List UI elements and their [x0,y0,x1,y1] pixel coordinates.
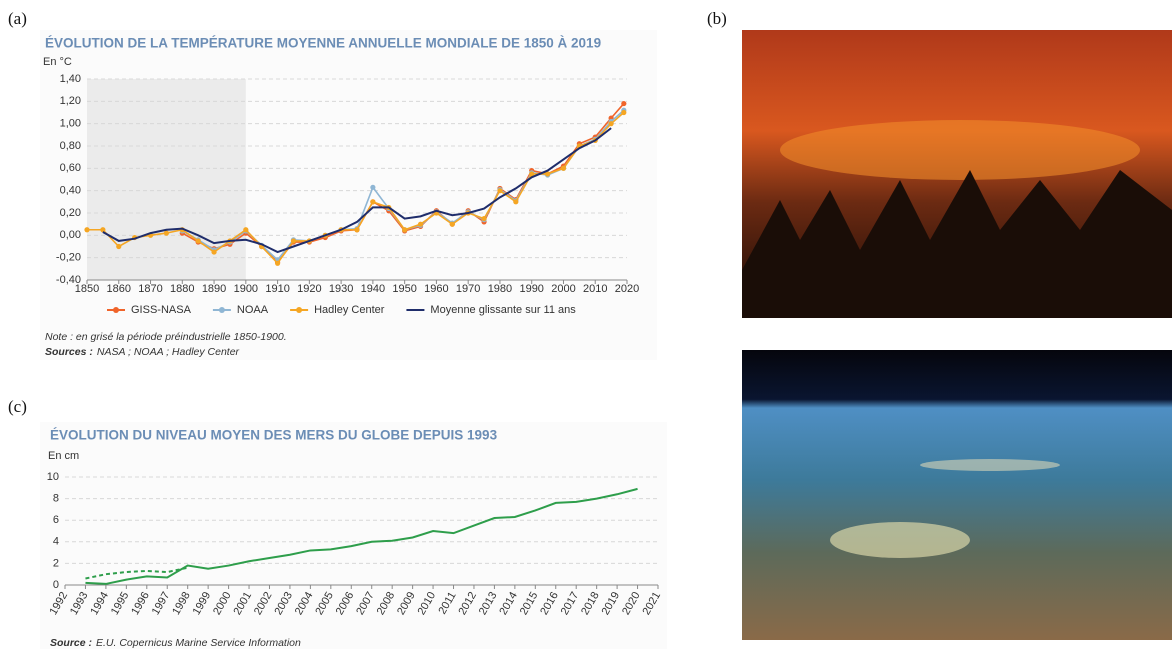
series-line [85,487,638,585]
x-tick-label: 2020 [615,283,639,295]
data-point [163,230,170,236]
x-tick-label: 1880 [170,283,194,295]
x-tick-label: 2000 [551,283,575,295]
data-point [513,199,519,205]
y-tick-label: 1,20 [60,95,81,107]
y-axis-unit: En °C [43,56,72,68]
series-line [85,566,188,580]
x-tick-label: 1850 [75,283,99,295]
panel-c-bg [40,422,667,649]
panel-label: (a) [8,9,27,28]
x-tick-label: 1910 [265,283,289,295]
legend-swatch-marker [218,307,225,313]
y-tick-label: 0,20 [60,207,81,219]
x-tick-label: 1940 [361,283,385,295]
y-axis-unit: En cm [48,450,79,462]
y-tick-label: 0 [53,579,59,591]
data-point [116,243,122,250]
legend-label: NOAA [237,304,269,316]
y-tick-label: -0,40 [56,274,81,286]
source-label: Sources : [45,346,93,358]
x-tick-label: 1980 [488,283,512,295]
data-point [608,121,614,127]
panel-label: (b) [707,9,727,28]
sources: E.U. Copernicus Marine Service Informati… [96,637,301,649]
legend-swatch-marker [296,307,303,313]
data-point [417,221,424,227]
legend-label: Hadley Center [314,304,385,316]
y-tick-label: 0,80 [60,140,81,152]
y-tick-label: 6 [53,514,59,526]
source-label: Source : [50,637,92,649]
data-point [274,260,281,266]
data-point [354,227,360,233]
x-tick-label: 1890 [202,283,226,295]
y-tick-label: 1,40 [60,73,81,85]
x-tick-label: 1990 [519,283,543,295]
y-tick-label: -0,20 [56,252,81,264]
chart-title: ÉVOLUTION DU NIVEAU MOYEN DES MERS DU GL… [50,428,498,443]
chart-title: ÉVOLUTION DE LA TEMPÉRATURE MOYENNE ANNU… [45,36,601,51]
legend-label: GISS-NASA [131,304,192,316]
y-tick-label: 0,00 [60,229,81,241]
data-point [529,171,535,177]
data-point [211,249,217,255]
x-tick-label: 1920 [297,283,321,295]
shaded-period [87,79,246,280]
photo-wildfire [742,30,1172,318]
legend-label: Moyenne glissante sur 11 ans [430,304,576,316]
y-tick-label: 10 [47,471,59,483]
data-point [481,215,487,222]
x-tick-label: 2010 [583,283,607,295]
data-point [290,238,297,244]
x-tick-label: 1970 [456,283,480,295]
y-tick-label: 8 [53,493,59,505]
x-tick-label: 1900 [234,283,258,295]
data-point [100,227,106,233]
data-point [544,171,551,177]
y-tick-label: 4 [53,536,59,548]
data-point [621,109,627,116]
series-line [102,127,612,254]
photo-earth [742,350,1172,640]
data-point [370,184,376,190]
data-point [195,238,201,244]
x-tick-label: 1870 [138,283,162,295]
data-point [497,188,503,194]
y-tick-label: 1,00 [60,118,81,130]
y-tick-label: 0,40 [60,185,81,197]
data-point [243,227,249,233]
data-point [449,221,455,227]
x-tick-label: 1960 [424,283,448,295]
data-point [402,227,408,233]
data-point [621,100,627,107]
x-tick-label: 1860 [107,283,131,295]
data-point [560,165,567,171]
panel-label: (c) [8,397,27,416]
data-point [370,199,376,205]
note: Note : en grisé la période préindustriel… [45,331,287,343]
x-tick-label: 1930 [329,283,353,295]
legend-swatch-marker [113,307,119,313]
x-tick-label: 1950 [392,283,416,295]
y-tick-label: 0,60 [60,162,81,174]
data-point [84,227,90,233]
sources: NASA ; NOAA ; Hadley Center [97,346,240,358]
y-tick-label: 2 [53,557,59,569]
